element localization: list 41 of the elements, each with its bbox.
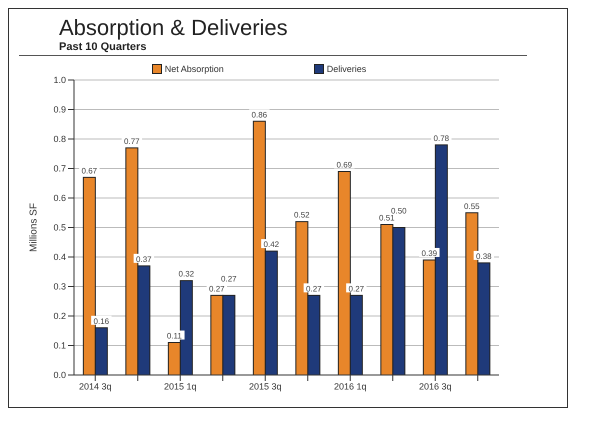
y-axis-title: Millions SF (28, 203, 40, 252)
data-label: 0.50 (391, 206, 408, 216)
y-tick-label: 0.5 (53, 222, 66, 233)
data-label: 0.27 (221, 274, 238, 284)
y-tick-label: 0.7 (53, 164, 66, 174)
data-label: 0.42 (264, 240, 280, 250)
y-tick-label: 0.9 (53, 104, 66, 115)
y-tick-label: 0.8 (53, 134, 66, 144)
data-label: 0.27 (306, 284, 322, 294)
y-tick-label: 0.0 (53, 370, 66, 380)
data-label: 0.51 (379, 214, 396, 223)
chart-title: Absorption & Deliveries (58, 15, 289, 41)
data-label: 0.27 (209, 284, 226, 294)
x-tick-label: 2016 3q (418, 381, 452, 392)
data-label: 0.52 (294, 210, 310, 220)
data-label: 0.32 (178, 270, 195, 279)
x-tick-label: 2016 1q (334, 381, 367, 392)
data-label: 0.78 (434, 134, 450, 143)
legend-label: Net Absorption (164, 64, 224, 74)
y-tick-label: 1.0 (53, 75, 66, 86)
data-label: 0.16 (94, 316, 110, 326)
x-tick-label: 2014 3q (78, 381, 112, 392)
chart-subtitle: Past 10 Quarters (19, 41, 527, 56)
data-label: 0.77 (124, 136, 140, 146)
legend-label: Deliveries (326, 64, 366, 74)
data-label: 0.39 (422, 248, 438, 258)
data-label: 0.67 (82, 166, 98, 176)
x-tick-label: 2015 1q (164, 381, 197, 392)
y-tick-label: 0.3 (53, 282, 66, 292)
data-label: 0.37 (136, 254, 152, 264)
data-label: 0.27 (348, 284, 365, 294)
y-tick-label: 0.4 (53, 252, 66, 262)
data-label: 0.38 (476, 252, 492, 261)
data-label: 0.69 (336, 160, 353, 170)
x-tick-label: 2015 3q (248, 381, 282, 392)
data-label: 0.55 (464, 202, 480, 211)
y-tick-label: 0.6 (53, 193, 66, 204)
data-label: 0.11 (166, 332, 182, 341)
data-label: 0.86 (252, 110, 268, 120)
y-tick-label: 0.2 (53, 311, 66, 322)
y-tick-label: 0.1 (53, 340, 66, 351)
